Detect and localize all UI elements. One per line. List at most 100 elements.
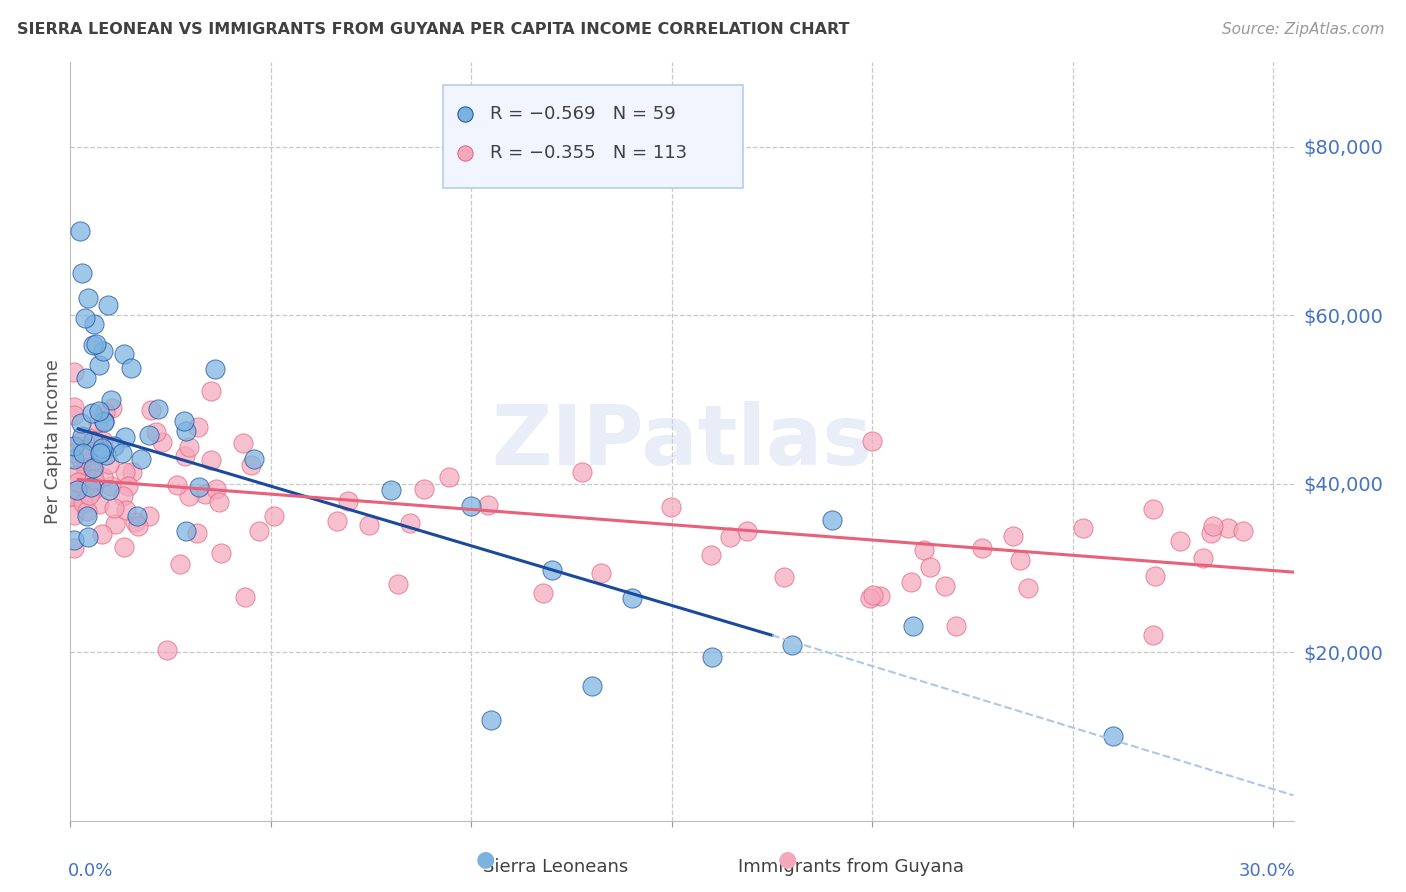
Point: [82, 434, 104, 449]
Point: [129, 451, 152, 466]
Point: [380, 483, 402, 497]
Text: ZIPatlas: ZIPatlas: [492, 401, 872, 482]
Point: [146, 402, 169, 417]
Point: [77, 291, 100, 305]
Point: [901, 619, 924, 633]
Point: [481, 713, 503, 727]
Point: [76, 508, 98, 523]
Point: [413, 483, 436, 497]
Point: [718, 530, 741, 544]
Point: [112, 540, 135, 554]
Point: [620, 591, 643, 605]
Point: [821, 513, 844, 527]
Point: [357, 517, 380, 532]
Point: [83, 317, 105, 331]
Point: [82, 461, 104, 475]
Point: [94, 448, 117, 462]
Point: [460, 499, 482, 513]
Point: [69, 453, 91, 467]
Point: [75, 460, 97, 475]
Point: [70, 417, 93, 431]
Point: [1142, 628, 1164, 642]
Point: [912, 543, 935, 558]
Point: [63, 451, 86, 466]
Point: [97, 483, 120, 498]
Point: [72, 446, 94, 460]
Point: [735, 524, 758, 538]
Point: [243, 451, 266, 466]
Point: [79, 472, 101, 486]
Point: [700, 549, 723, 563]
FancyBboxPatch shape: [443, 85, 744, 187]
Point: [63, 508, 86, 522]
Point: [661, 500, 683, 514]
Point: [139, 403, 162, 417]
Point: [1202, 518, 1225, 533]
Point: [89, 403, 111, 417]
Point: [114, 503, 136, 517]
Point: [80, 480, 103, 494]
Point: [138, 508, 160, 523]
Point: [104, 516, 127, 531]
Point: [98, 457, 121, 471]
Point: [174, 524, 197, 539]
Point: [1218, 521, 1240, 535]
Point: [124, 516, 146, 530]
Point: [337, 493, 360, 508]
Point: [103, 501, 125, 516]
Point: [188, 480, 211, 494]
Point: [63, 533, 86, 548]
Point: [138, 428, 160, 442]
Point: [439, 469, 461, 483]
Point: [1001, 529, 1024, 543]
Point: [900, 575, 922, 590]
Point: [179, 440, 201, 454]
Point: [208, 495, 231, 509]
Point: [77, 530, 100, 544]
Point: [89, 497, 111, 511]
Point: [83, 463, 105, 477]
Point: [65, 467, 87, 482]
Text: R = −0.569   N = 59: R = −0.569 N = 59: [489, 105, 676, 123]
Point: [63, 439, 86, 453]
Point: [174, 425, 197, 439]
Point: [72, 496, 94, 510]
Point: [127, 518, 149, 533]
Point: [166, 477, 188, 491]
Point: [869, 589, 891, 603]
Point: [100, 479, 122, 493]
Point: [204, 362, 226, 376]
Point: [83, 474, 105, 488]
Text: 30.0%: 30.0%: [1239, 863, 1296, 880]
Point: [859, 591, 882, 605]
Point: [540, 563, 562, 577]
Point: [581, 679, 603, 693]
Point: [194, 487, 217, 501]
Point: [96, 298, 118, 312]
Point: [72, 468, 94, 483]
Point: [121, 465, 143, 479]
Point: [79, 488, 101, 502]
Point: [111, 446, 134, 460]
Point: [75, 443, 97, 458]
Point: [90, 527, 112, 541]
Point: [204, 482, 226, 496]
Point: [112, 347, 135, 361]
Text: ●: ●: [778, 849, 797, 869]
Text: Source: ZipAtlas.com: Source: ZipAtlas.com: [1222, 22, 1385, 37]
Point: [187, 420, 209, 434]
Text: SIERRA LEONEAN VS IMMIGRANTS FROM GUYANA PER CAPITA INCOME CORRELATION CHART: SIERRA LEONEAN VS IMMIGRANTS FROM GUYANA…: [17, 22, 849, 37]
Point: [1191, 550, 1213, 565]
Point: [89, 446, 111, 460]
Point: [77, 456, 100, 470]
Point: [1008, 553, 1031, 567]
Point: [63, 446, 86, 460]
Point: [156, 642, 179, 657]
Point: [63, 400, 86, 414]
Point: [150, 434, 173, 449]
Point: [169, 558, 191, 572]
Point: [70, 428, 93, 442]
Point: [63, 487, 86, 501]
Point: [918, 559, 941, 574]
Point: [112, 489, 135, 503]
